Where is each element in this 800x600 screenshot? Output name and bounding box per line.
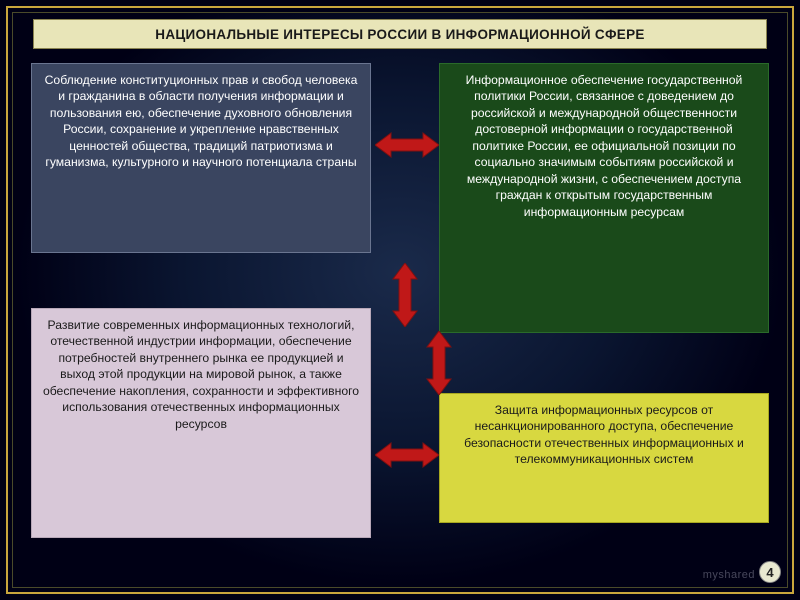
box-text: Развитие современных информационных техн… (43, 318, 359, 431)
page-number: 4 (766, 565, 773, 580)
box-it-development: Развитие современных информационных техн… (31, 308, 371, 538)
watermark: myshared (703, 569, 755, 581)
box-constitutional-rights: Соблюдение конституционных прав и свобод… (31, 63, 371, 253)
double-arrow-vertical-left (391, 263, 419, 327)
slide-background: НАЦИОНАЛЬНЫЕ ИНТЕРЕСЫ РОССИИ В ИНФОРМАЦИ… (12, 12, 788, 588)
box-text: Информационное обеспечение государственн… (466, 73, 743, 219)
page-number-badge: 4 (759, 561, 781, 583)
box-text: Защита информационных ресурсов от несанк… (464, 403, 744, 466)
slide-title: НАЦИОНАЛЬНЫЕ ИНТЕРЕСЫ РОССИИ В ИНФОРМАЦИ… (155, 27, 644, 42)
double-arrow-horizontal-top (375, 131, 439, 159)
double-arrow-horizontal-bottom (375, 441, 439, 469)
title-bar: НАЦИОНАЛЬНЫЕ ИНТЕРЕСЫ РОССИИ В ИНФОРМАЦИ… (33, 19, 767, 49)
box-policy-information: Информационное обеспечение государственн… (439, 63, 769, 333)
box-text: Соблюдение конституционных прав и свобод… (45, 73, 358, 169)
outer-frame: НАЦИОНАЛЬНЫЕ ИНТЕРЕСЫ РОССИИ В ИНФОРМАЦИ… (6, 6, 794, 594)
double-arrow-vertical-right (425, 331, 453, 395)
box-resource-protection: Защита информационных ресурсов от несанк… (439, 393, 769, 523)
